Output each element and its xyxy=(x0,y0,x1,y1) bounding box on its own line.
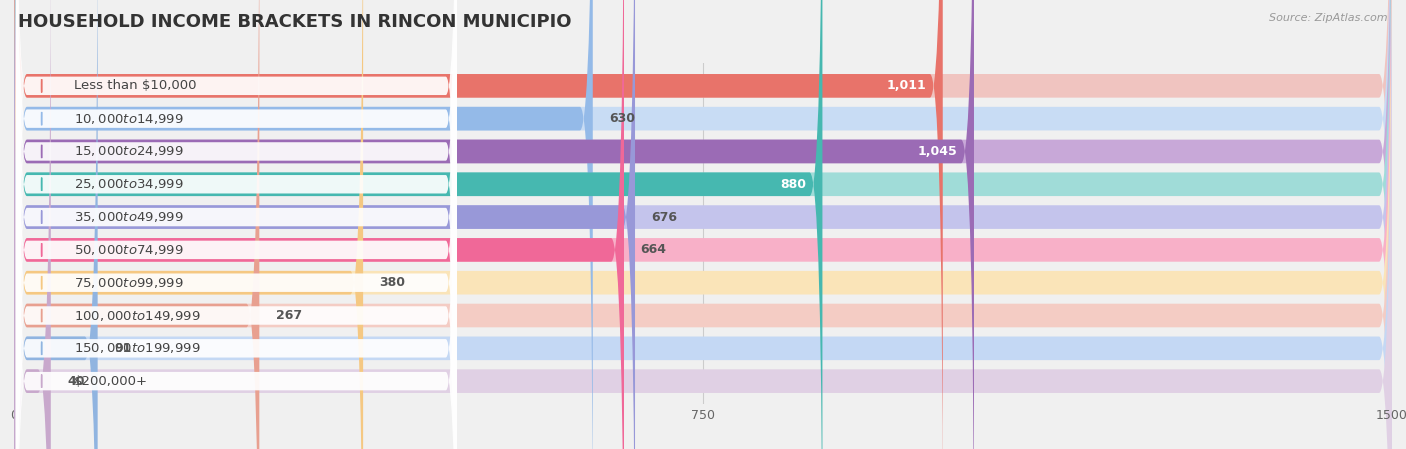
Text: $100,000 to $149,999: $100,000 to $149,999 xyxy=(73,308,200,322)
FancyBboxPatch shape xyxy=(14,0,1392,449)
Text: 267: 267 xyxy=(276,309,302,322)
Text: 380: 380 xyxy=(380,276,406,289)
FancyBboxPatch shape xyxy=(14,0,1392,449)
Text: Less than $10,000: Less than $10,000 xyxy=(73,79,197,92)
FancyBboxPatch shape xyxy=(14,0,943,449)
FancyBboxPatch shape xyxy=(14,0,1392,449)
FancyBboxPatch shape xyxy=(14,0,51,449)
FancyBboxPatch shape xyxy=(14,0,593,449)
FancyBboxPatch shape xyxy=(14,0,97,449)
FancyBboxPatch shape xyxy=(15,0,457,449)
FancyBboxPatch shape xyxy=(14,0,1392,449)
FancyBboxPatch shape xyxy=(14,0,1392,449)
FancyBboxPatch shape xyxy=(15,0,457,449)
Text: 91: 91 xyxy=(114,342,132,355)
Text: $25,000 to $34,999: $25,000 to $34,999 xyxy=(73,177,183,191)
Text: $50,000 to $74,999: $50,000 to $74,999 xyxy=(73,243,183,257)
Text: $35,000 to $49,999: $35,000 to $49,999 xyxy=(73,210,183,224)
Text: 676: 676 xyxy=(651,211,678,224)
Text: 1,045: 1,045 xyxy=(918,145,957,158)
FancyBboxPatch shape xyxy=(15,0,457,449)
FancyBboxPatch shape xyxy=(14,0,624,449)
Text: $15,000 to $24,999: $15,000 to $24,999 xyxy=(73,145,183,158)
Text: 1,011: 1,011 xyxy=(886,79,927,92)
FancyBboxPatch shape xyxy=(15,0,457,449)
Text: $75,000 to $99,999: $75,000 to $99,999 xyxy=(73,276,183,290)
FancyBboxPatch shape xyxy=(14,0,974,449)
FancyBboxPatch shape xyxy=(14,0,1392,449)
FancyBboxPatch shape xyxy=(14,0,1392,449)
FancyBboxPatch shape xyxy=(15,0,457,449)
Text: $200,000+: $200,000+ xyxy=(73,374,148,387)
FancyBboxPatch shape xyxy=(14,0,1392,449)
FancyBboxPatch shape xyxy=(14,0,363,449)
Text: Source: ZipAtlas.com: Source: ZipAtlas.com xyxy=(1270,13,1388,23)
FancyBboxPatch shape xyxy=(15,0,457,449)
FancyBboxPatch shape xyxy=(15,0,457,449)
FancyBboxPatch shape xyxy=(14,0,823,449)
FancyBboxPatch shape xyxy=(15,0,457,449)
Text: 880: 880 xyxy=(780,178,806,191)
FancyBboxPatch shape xyxy=(14,0,259,449)
FancyBboxPatch shape xyxy=(15,0,457,449)
FancyBboxPatch shape xyxy=(15,0,457,449)
Text: $150,000 to $199,999: $150,000 to $199,999 xyxy=(73,341,200,355)
Text: 40: 40 xyxy=(67,374,84,387)
Text: HOUSEHOLD INCOME BRACKETS IN RINCON MUNICIPIO: HOUSEHOLD INCOME BRACKETS IN RINCON MUNI… xyxy=(18,13,572,31)
FancyBboxPatch shape xyxy=(14,0,636,449)
Text: 664: 664 xyxy=(641,243,666,256)
Text: $10,000 to $14,999: $10,000 to $14,999 xyxy=(73,112,183,126)
Text: 630: 630 xyxy=(609,112,636,125)
FancyBboxPatch shape xyxy=(14,0,1392,449)
FancyBboxPatch shape xyxy=(14,0,1392,449)
